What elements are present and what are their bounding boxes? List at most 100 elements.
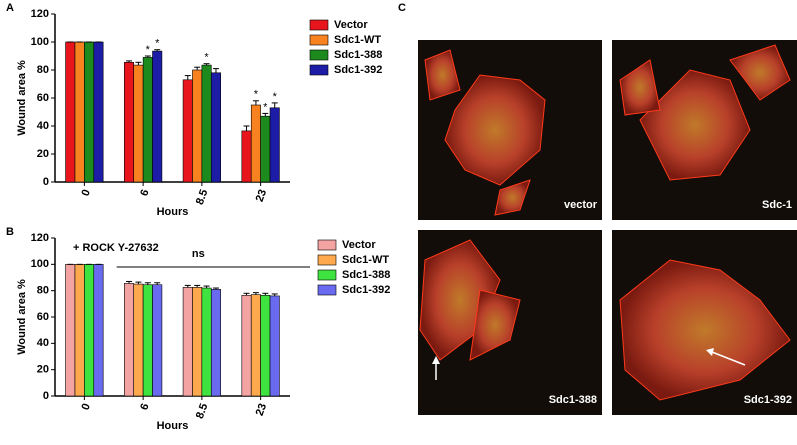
y-tick-label: 80 (37, 64, 49, 76)
significance-mark: * (254, 89, 259, 101)
y-tick-label: 100 (31, 36, 49, 48)
cell-cluster (619, 259, 791, 401)
comparison-label: ns (192, 248, 205, 260)
bar (192, 69, 203, 183)
legend-label: Sdc1-388 (334, 49, 382, 61)
y-tick-label: 40 (37, 120, 49, 132)
legend-swatch (317, 269, 337, 281)
bar (260, 294, 271, 397)
legend-swatch (317, 239, 337, 251)
significance-mark: * (273, 91, 278, 103)
x-tick-label: 0 (80, 188, 93, 198)
bar (182, 79, 193, 183)
legend-label: Sdc1-WT (342, 254, 389, 266)
x-tick-label: 0 (80, 402, 93, 412)
bar (269, 295, 280, 397)
cell-cluster (444, 74, 546, 186)
legend-swatch (309, 34, 329, 46)
bar (152, 284, 163, 397)
x-axis-label: Hours (157, 420, 189, 432)
significance-mark: * (204, 52, 209, 64)
bar (182, 287, 193, 397)
legend-label: Sdc1-392 (334, 64, 382, 76)
x-tick-label: 23 (254, 402, 269, 418)
legend-swatch (317, 284, 337, 296)
bar (241, 294, 252, 397)
legend-label: Vector (334, 19, 368, 31)
x-tick-label: 6 (138, 188, 151, 198)
image-label: Sdc-1 (762, 199, 792, 211)
y-tick-label: 120 (31, 232, 49, 244)
bar (124, 283, 135, 397)
significance-mark: * (263, 101, 268, 113)
image-label: vector (564, 199, 598, 211)
legend-label: Sdc1-392 (342, 284, 390, 296)
legend-label: Sdc1-WT (334, 34, 381, 46)
legend-swatch (309, 49, 329, 61)
image-panels (418, 40, 797, 415)
significance-mark: * (146, 44, 151, 56)
bar (260, 115, 271, 183)
y-axis-label: Wound area % (16, 60, 28, 136)
image-label: Sdc1-392 (744, 394, 792, 406)
panel-label: A (6, 2, 14, 14)
cell-cluster (424, 49, 461, 101)
arrow-head (432, 356, 440, 364)
bar (142, 57, 153, 183)
y-tick-label: 40 (37, 337, 49, 349)
panel-label: C (398, 2, 406, 14)
bar (74, 264, 85, 397)
bar (192, 287, 203, 397)
x-tick-label: 8.5 (194, 188, 211, 206)
arrow (711, 351, 746, 366)
bar (74, 41, 85, 183)
bar (93, 41, 104, 183)
bar (210, 72, 221, 183)
bar (93, 264, 104, 397)
y-tick-label: 60 (37, 311, 49, 323)
bar (241, 130, 252, 183)
bar (133, 64, 144, 183)
bar (269, 107, 280, 183)
y-tick-label: 20 (37, 148, 49, 160)
cell-cluster (729, 44, 791, 101)
y-tick-label: 100 (31, 258, 49, 270)
y-axis-label: Wound area % (16, 279, 28, 355)
bar (250, 104, 261, 183)
panel-label: B (6, 226, 14, 238)
annotation: + ROCK Y-27632 (73, 242, 159, 254)
cell-cluster (469, 289, 521, 361)
bar (65, 41, 76, 183)
y-tick-label: 0 (43, 176, 49, 188)
y-tick-label: 0 (43, 390, 49, 402)
legend-swatch (309, 19, 329, 31)
bar (84, 264, 95, 397)
bar (84, 41, 95, 183)
x-tick-label: 23 (254, 188, 269, 204)
bar (201, 64, 212, 183)
x-tick-label: 8.5 (194, 402, 211, 420)
bar (201, 287, 212, 397)
cell-cluster (639, 69, 751, 181)
x-tick-label: 6 (138, 402, 151, 412)
x-axis-label: Hours (157, 206, 189, 218)
image-label: Sdc1-388 (549, 394, 597, 406)
legend-label: Vector (342, 239, 376, 251)
cell-cluster (494, 179, 531, 216)
bar (250, 294, 261, 397)
y-tick-label: 120 (31, 8, 49, 20)
bar (124, 61, 135, 183)
significance-mark: * (155, 38, 160, 50)
y-tick-label: 60 (37, 92, 49, 104)
y-tick-label: 80 (37, 285, 49, 297)
arrow-head (706, 348, 714, 356)
bar (152, 50, 163, 183)
legend-swatch (309, 64, 329, 76)
y-tick-label: 20 (37, 364, 49, 376)
legend-label: Sdc1-388 (342, 269, 390, 281)
bar (65, 264, 76, 397)
cell-cluster (619, 59, 661, 116)
bar (210, 289, 221, 397)
legend-swatch (317, 254, 337, 266)
